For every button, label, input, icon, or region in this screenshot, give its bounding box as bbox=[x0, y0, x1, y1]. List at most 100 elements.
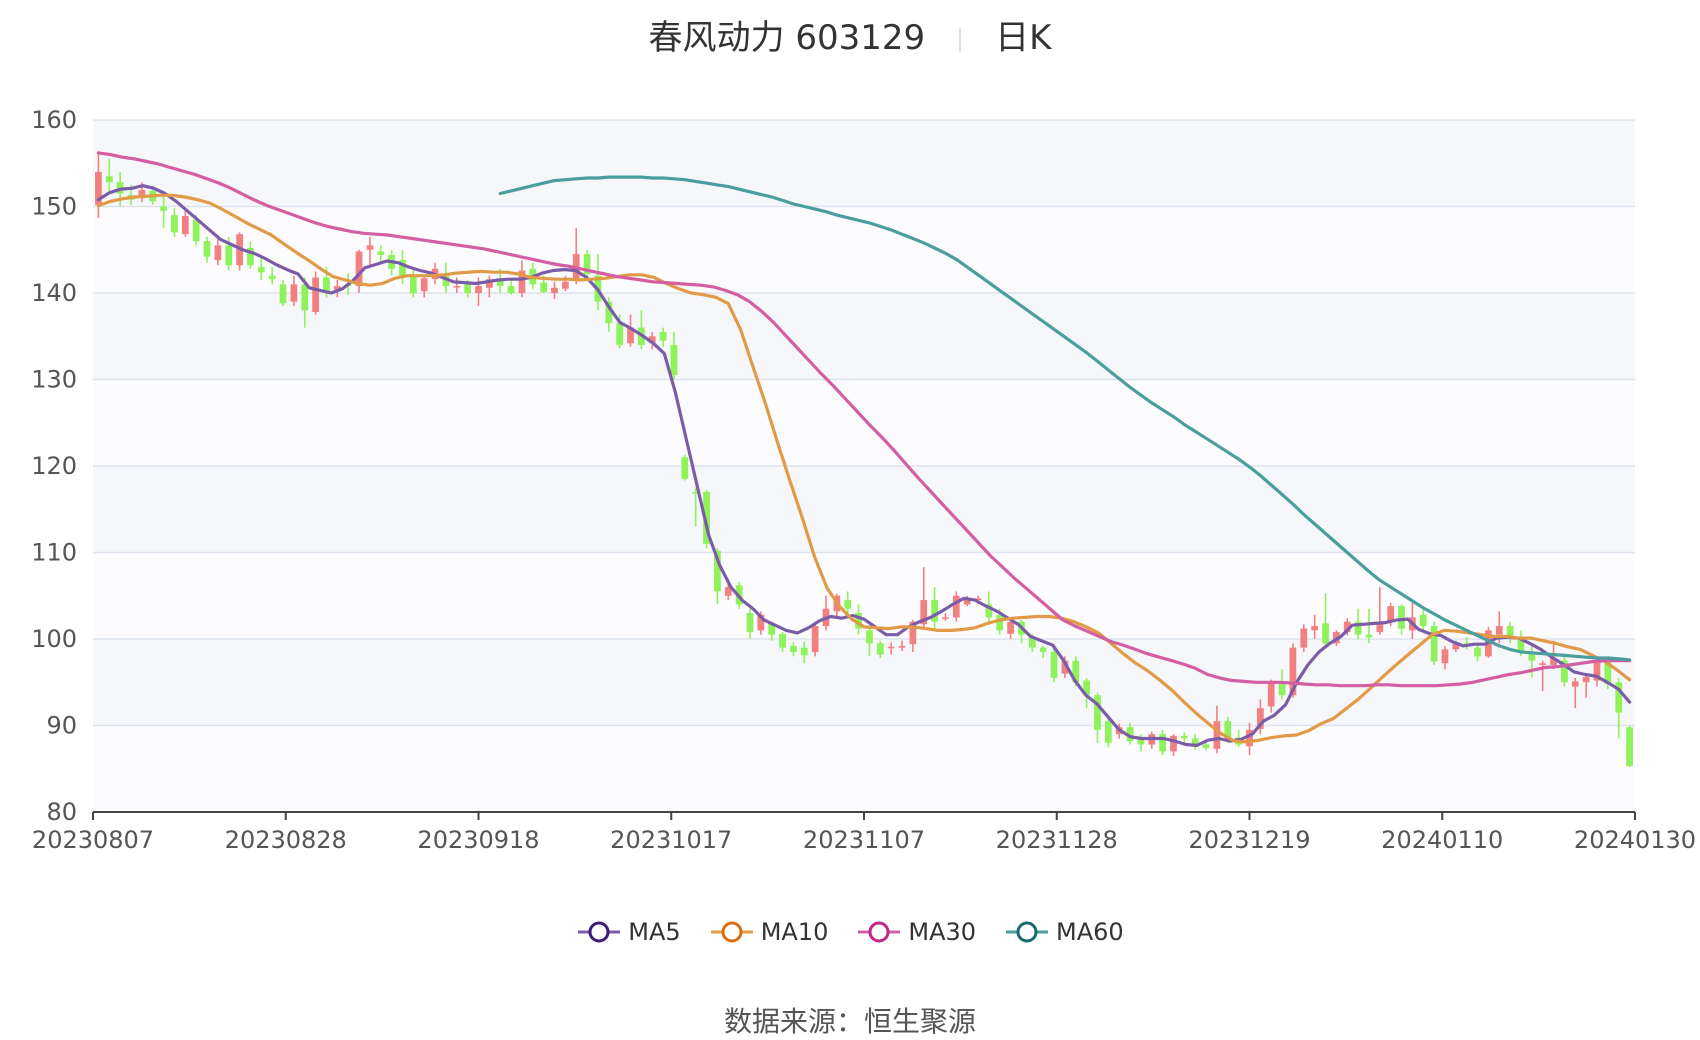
candle-body bbox=[1626, 727, 1633, 767]
background-band bbox=[93, 379, 1635, 466]
candle-body bbox=[942, 617, 949, 619]
x-tick-label: 20230918 bbox=[417, 826, 539, 854]
candle-body bbox=[333, 286, 341, 290]
candle-body bbox=[800, 647, 808, 656]
candle-body bbox=[1083, 680, 1090, 696]
series-line-ma60 bbox=[498, 175, 1632, 662]
candle-body bbox=[1213, 721, 1221, 749]
candle-body bbox=[1582, 677, 1590, 683]
y-tick-label: 160 bbox=[31, 106, 77, 134]
candle-body bbox=[355, 251, 363, 287]
candle-body bbox=[290, 284, 298, 302]
candle-body bbox=[507, 286, 515, 293]
candle-body bbox=[1387, 606, 1395, 622]
source-name: 恒生聚源 bbox=[864, 1005, 977, 1038]
candle-body bbox=[790, 645, 797, 652]
legend-label-ma30: MA30 bbox=[908, 918, 977, 946]
chart-title: 春风动力 603129 日K bbox=[0, 10, 1700, 59]
candle-body bbox=[985, 604, 993, 618]
candle-body bbox=[1343, 621, 1351, 633]
candle-body bbox=[952, 595, 960, 618]
candle-body bbox=[551, 287, 558, 293]
candle-body bbox=[583, 254, 591, 274]
x-tick-label: 20230807 bbox=[32, 826, 154, 854]
candle-body bbox=[323, 277, 330, 292]
candle-body bbox=[1278, 683, 1286, 696]
background-band bbox=[93, 120, 1635, 207]
candle-body bbox=[1322, 623, 1329, 644]
candle-body bbox=[1137, 738, 1145, 745]
background-band bbox=[93, 725, 1635, 812]
candle-body bbox=[257, 267, 265, 273]
candle-body bbox=[616, 323, 624, 345]
candle-body bbox=[757, 614, 765, 631]
candle-body bbox=[1180, 735, 1188, 739]
candle-body bbox=[181, 216, 189, 235]
candle-body bbox=[366, 245, 374, 250]
candle-body bbox=[301, 284, 309, 311]
x-tick-label: 20231107 bbox=[803, 826, 925, 854]
data-source: 数据来源：恒生聚源 bbox=[0, 1000, 1700, 1040]
candle-body bbox=[714, 550, 721, 592]
candle-body bbox=[225, 245, 233, 266]
candle-body bbox=[518, 270, 526, 293]
candle-body bbox=[876, 643, 884, 655]
background-band bbox=[93, 293, 1635, 380]
candle-body bbox=[887, 646, 895, 649]
candle-body bbox=[453, 286, 461, 288]
legend-item-ma30[interactable]: MA30 bbox=[856, 918, 976, 946]
candle-body bbox=[279, 284, 287, 304]
candle-body bbox=[562, 281, 569, 289]
x-tick-label: 20230828 bbox=[225, 826, 347, 854]
y-tick-label: 150 bbox=[31, 193, 77, 221]
candle-body bbox=[1528, 651, 1536, 661]
source-label: 数据来源： bbox=[723, 1005, 864, 1038]
candle-body bbox=[1300, 628, 1308, 648]
y-tick-label: 90 bbox=[46, 712, 77, 740]
x-tick-label: 20240130 bbox=[1574, 826, 1696, 854]
legend-item-ma10[interactable]: MA10 bbox=[709, 918, 829, 946]
series-line-ma5 bbox=[96, 184, 1632, 748]
x-tick-label: 20231017 bbox=[610, 826, 732, 854]
candle-body bbox=[1365, 634, 1373, 638]
legend-item-ma5[interactable]: MA5 bbox=[576, 918, 681, 946]
legend-item-ma60[interactable]: MA60 bbox=[1004, 918, 1124, 946]
y-tick-label: 130 bbox=[31, 366, 77, 394]
candle-body bbox=[627, 327, 634, 344]
candle-body bbox=[1517, 639, 1525, 652]
candle-body bbox=[931, 600, 938, 622]
background-band bbox=[93, 466, 1635, 553]
candle-body bbox=[1506, 626, 1514, 639]
candle-body bbox=[1354, 621, 1362, 635]
candle-body bbox=[855, 613, 862, 629]
candle-body bbox=[1159, 734, 1166, 752]
candle-body bbox=[1430, 626, 1438, 662]
x-tick-label: 20231128 bbox=[996, 826, 1118, 854]
candle-body bbox=[1267, 682, 1275, 707]
candle-body bbox=[1028, 637, 1036, 648]
period-label: 日K bbox=[995, 18, 1052, 58]
candle-body bbox=[1039, 647, 1047, 652]
candle-body bbox=[1224, 721, 1232, 739]
y-tick-label: 80 bbox=[46, 798, 77, 826]
candle-body bbox=[1474, 647, 1481, 657]
candle-body bbox=[540, 282, 548, 293]
chart-title-text: 春风动力 603129 bbox=[648, 18, 926, 58]
candle-body bbox=[192, 219, 200, 242]
candle-body bbox=[268, 275, 276, 280]
candle-body bbox=[996, 614, 1004, 631]
candle-body bbox=[703, 491, 710, 544]
candle-body bbox=[1170, 735, 1177, 752]
x-tick-label: 20231219 bbox=[1188, 826, 1310, 854]
candle-body bbox=[171, 215, 178, 233]
candle-body bbox=[659, 331, 667, 341]
candle-body bbox=[1571, 681, 1579, 687]
legend-marker-ma30 bbox=[858, 921, 901, 943]
candle-body bbox=[909, 621, 917, 645]
candle-body bbox=[1126, 727, 1134, 742]
legend-label-ma10: MA10 bbox=[760, 918, 829, 946]
candle-body bbox=[1289, 647, 1297, 696]
candle-body bbox=[1561, 660, 1568, 683]
candle-body bbox=[1007, 621, 1014, 634]
candle-body bbox=[203, 241, 211, 257]
